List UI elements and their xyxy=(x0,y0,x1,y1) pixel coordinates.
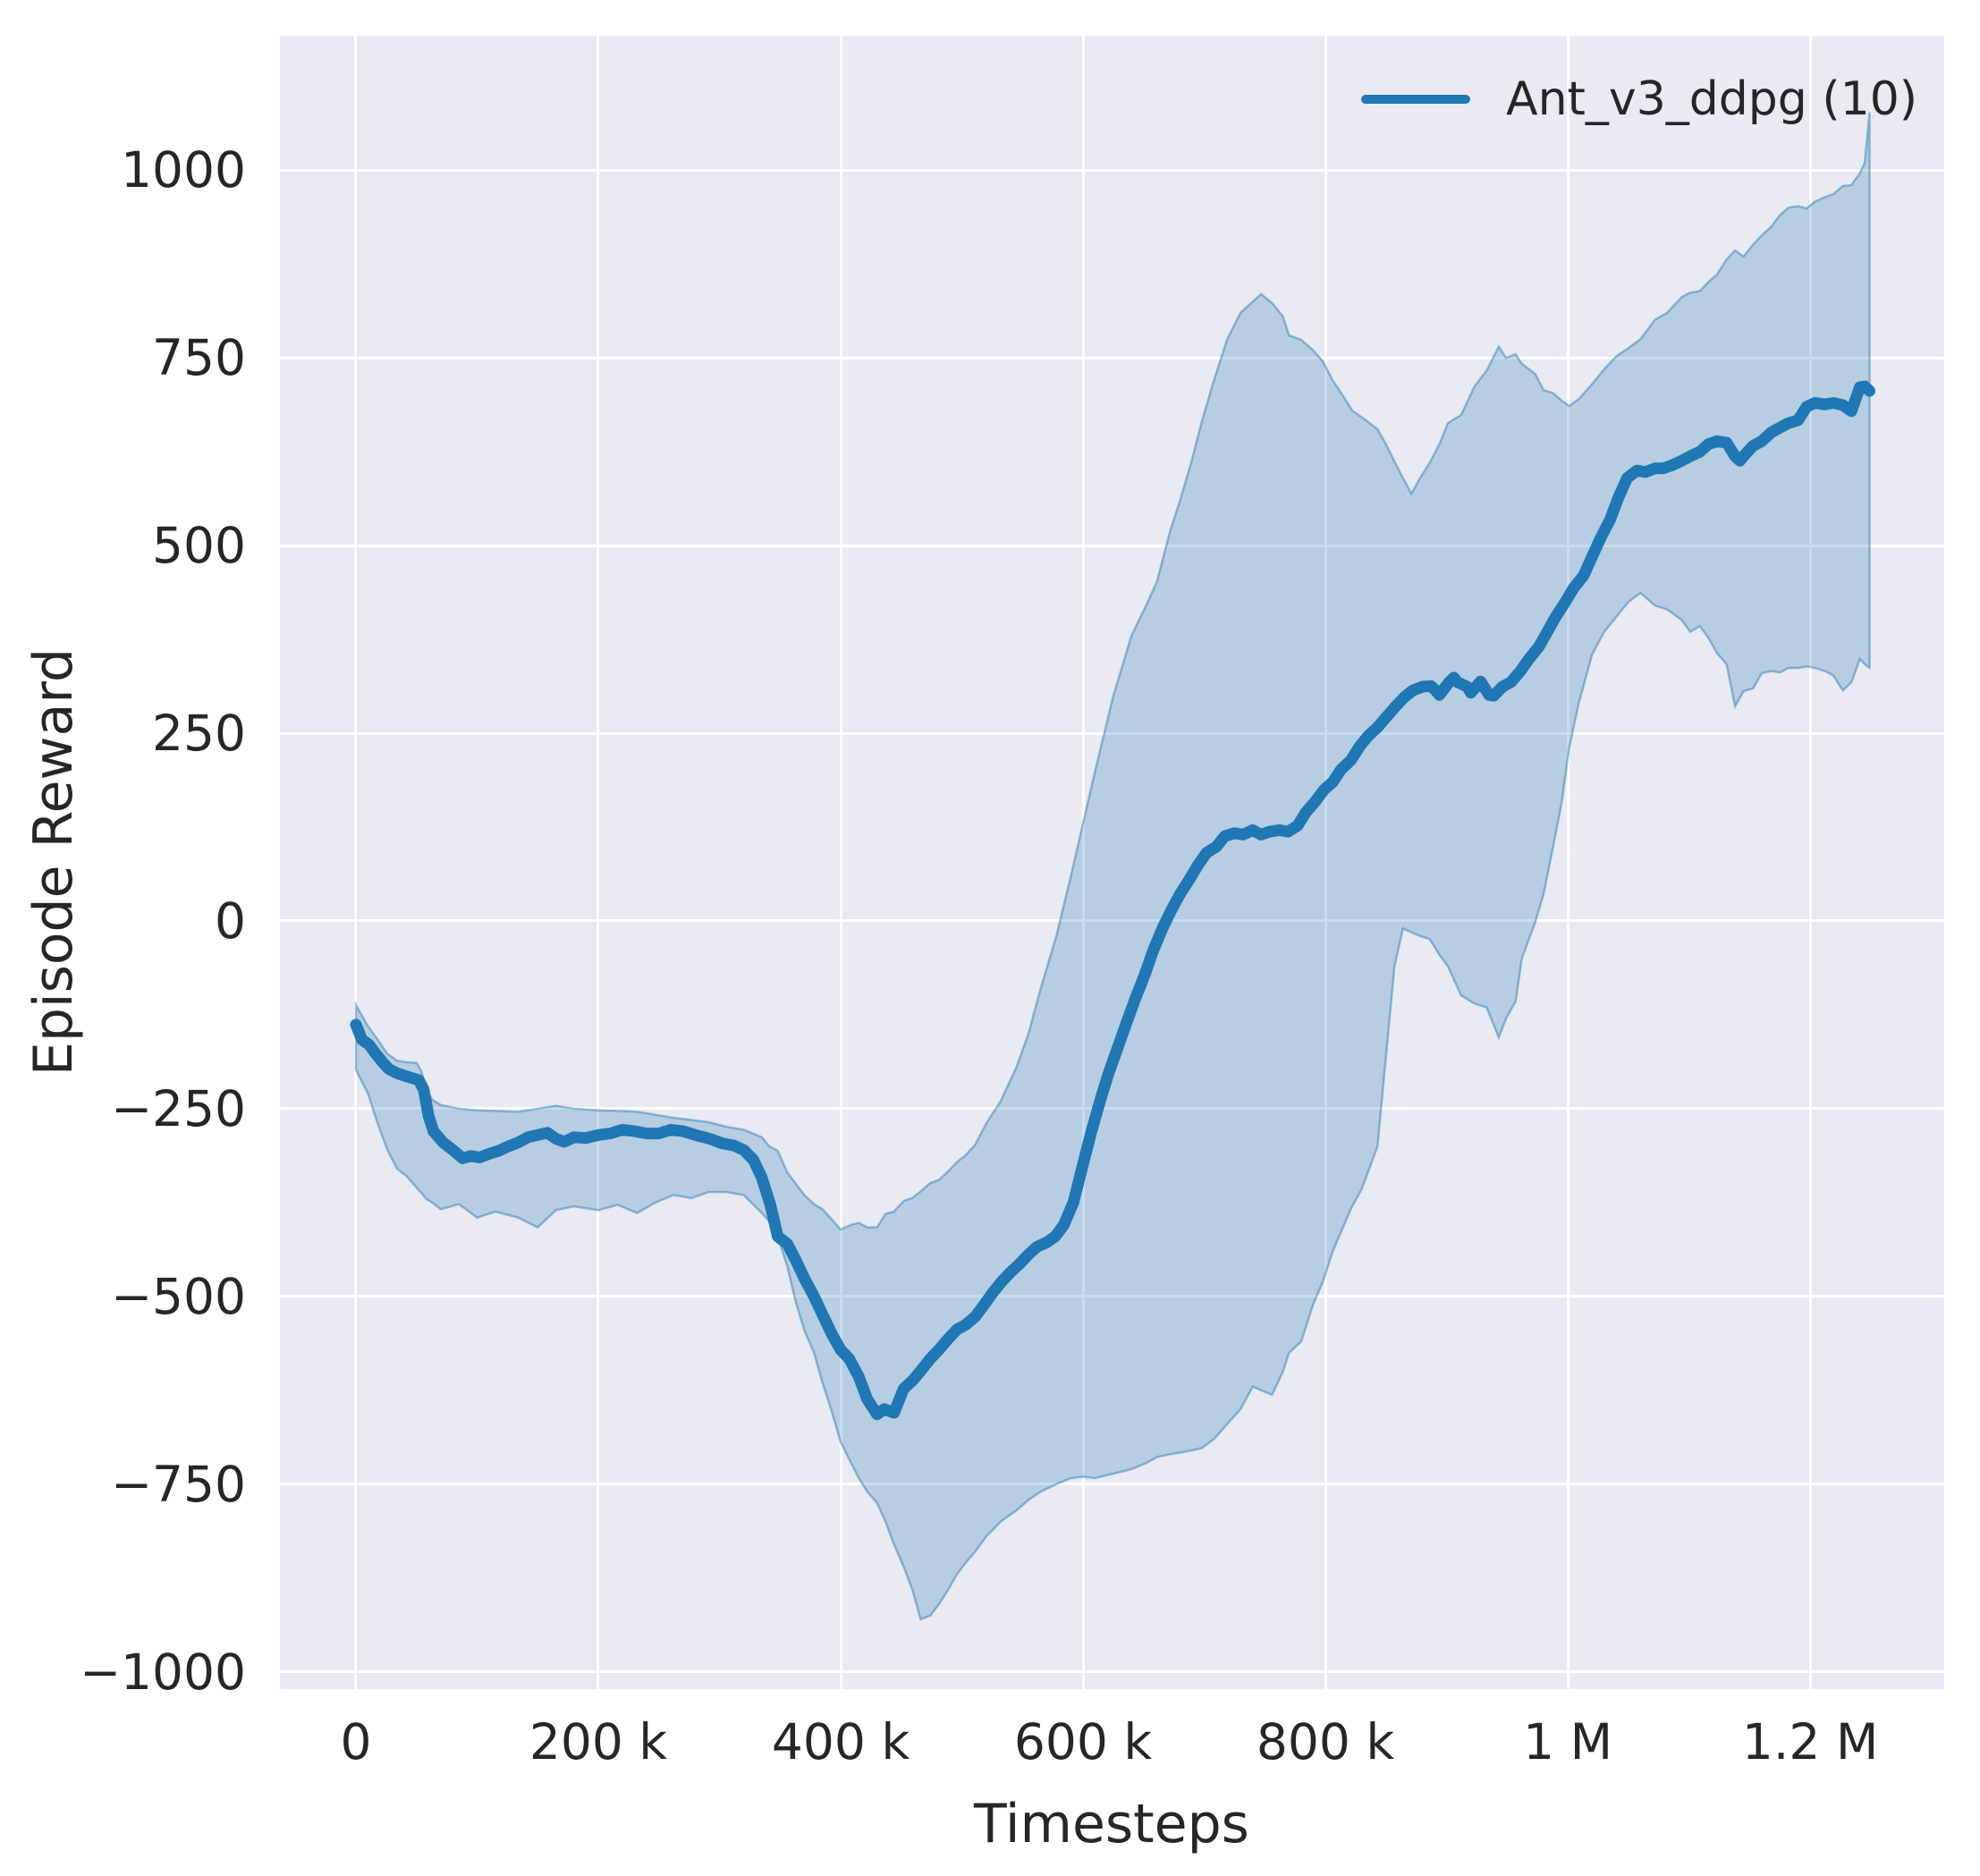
h-gridline xyxy=(280,1107,1944,1111)
x-tick-label: 0 xyxy=(340,1713,372,1770)
legend-label: Ant_v3_ddpg (10) xyxy=(1506,72,1918,126)
y-tick-label: −250 xyxy=(110,1079,246,1137)
v-gridline xyxy=(1324,36,1327,1689)
y-tick-label: 250 xyxy=(152,705,246,763)
y-tick-label: −1000 xyxy=(79,1643,246,1701)
confidence-band xyxy=(354,112,1871,1621)
h-gridline xyxy=(280,1295,1944,1298)
x-tick-label: 1 M xyxy=(1523,1713,1613,1770)
v-gridline xyxy=(1566,36,1570,1689)
y-tick-label: 500 xyxy=(152,517,246,575)
v-gridline xyxy=(1081,36,1085,1689)
h-gridline xyxy=(280,731,1944,735)
y-tick-label: −750 xyxy=(110,1455,246,1513)
h-gridline xyxy=(280,1483,1944,1486)
mean-line xyxy=(350,380,1875,1421)
y-tick-label: 1000 xyxy=(121,141,246,199)
y-tick-label: −500 xyxy=(110,1267,246,1325)
v-gridline xyxy=(1808,36,1812,1689)
y-axis-label: Episode Reward xyxy=(22,647,85,1077)
legend-line-icon xyxy=(1361,95,1470,104)
x-tick-label: 400 k xyxy=(771,1713,910,1770)
v-gridline xyxy=(597,36,600,1689)
x-tick-label: 600 k xyxy=(1013,1713,1153,1770)
h-gridline xyxy=(280,168,1944,172)
h-gridline xyxy=(280,1670,1944,1674)
plot-area: Ant_v3_ddpg (10) xyxy=(280,36,1944,1689)
h-gridline xyxy=(280,919,1944,923)
v-gridline xyxy=(839,36,842,1689)
x-tick-label: 200 k xyxy=(529,1713,668,1770)
v-gridline xyxy=(354,36,358,1689)
y-tick-label: 750 xyxy=(152,329,246,387)
x-tick-label: 1.2 M xyxy=(1741,1713,1879,1770)
y-tick-label: 0 xyxy=(215,892,246,950)
x-tick-label: 800 k xyxy=(1256,1713,1395,1770)
h-gridline xyxy=(280,356,1944,359)
legend: Ant_v3_ddpg (10) xyxy=(1361,71,1917,128)
x-axis-label: Timesteps xyxy=(974,1793,1249,1855)
chart-canvas xyxy=(350,112,1875,1621)
h-gridline xyxy=(280,544,1944,547)
